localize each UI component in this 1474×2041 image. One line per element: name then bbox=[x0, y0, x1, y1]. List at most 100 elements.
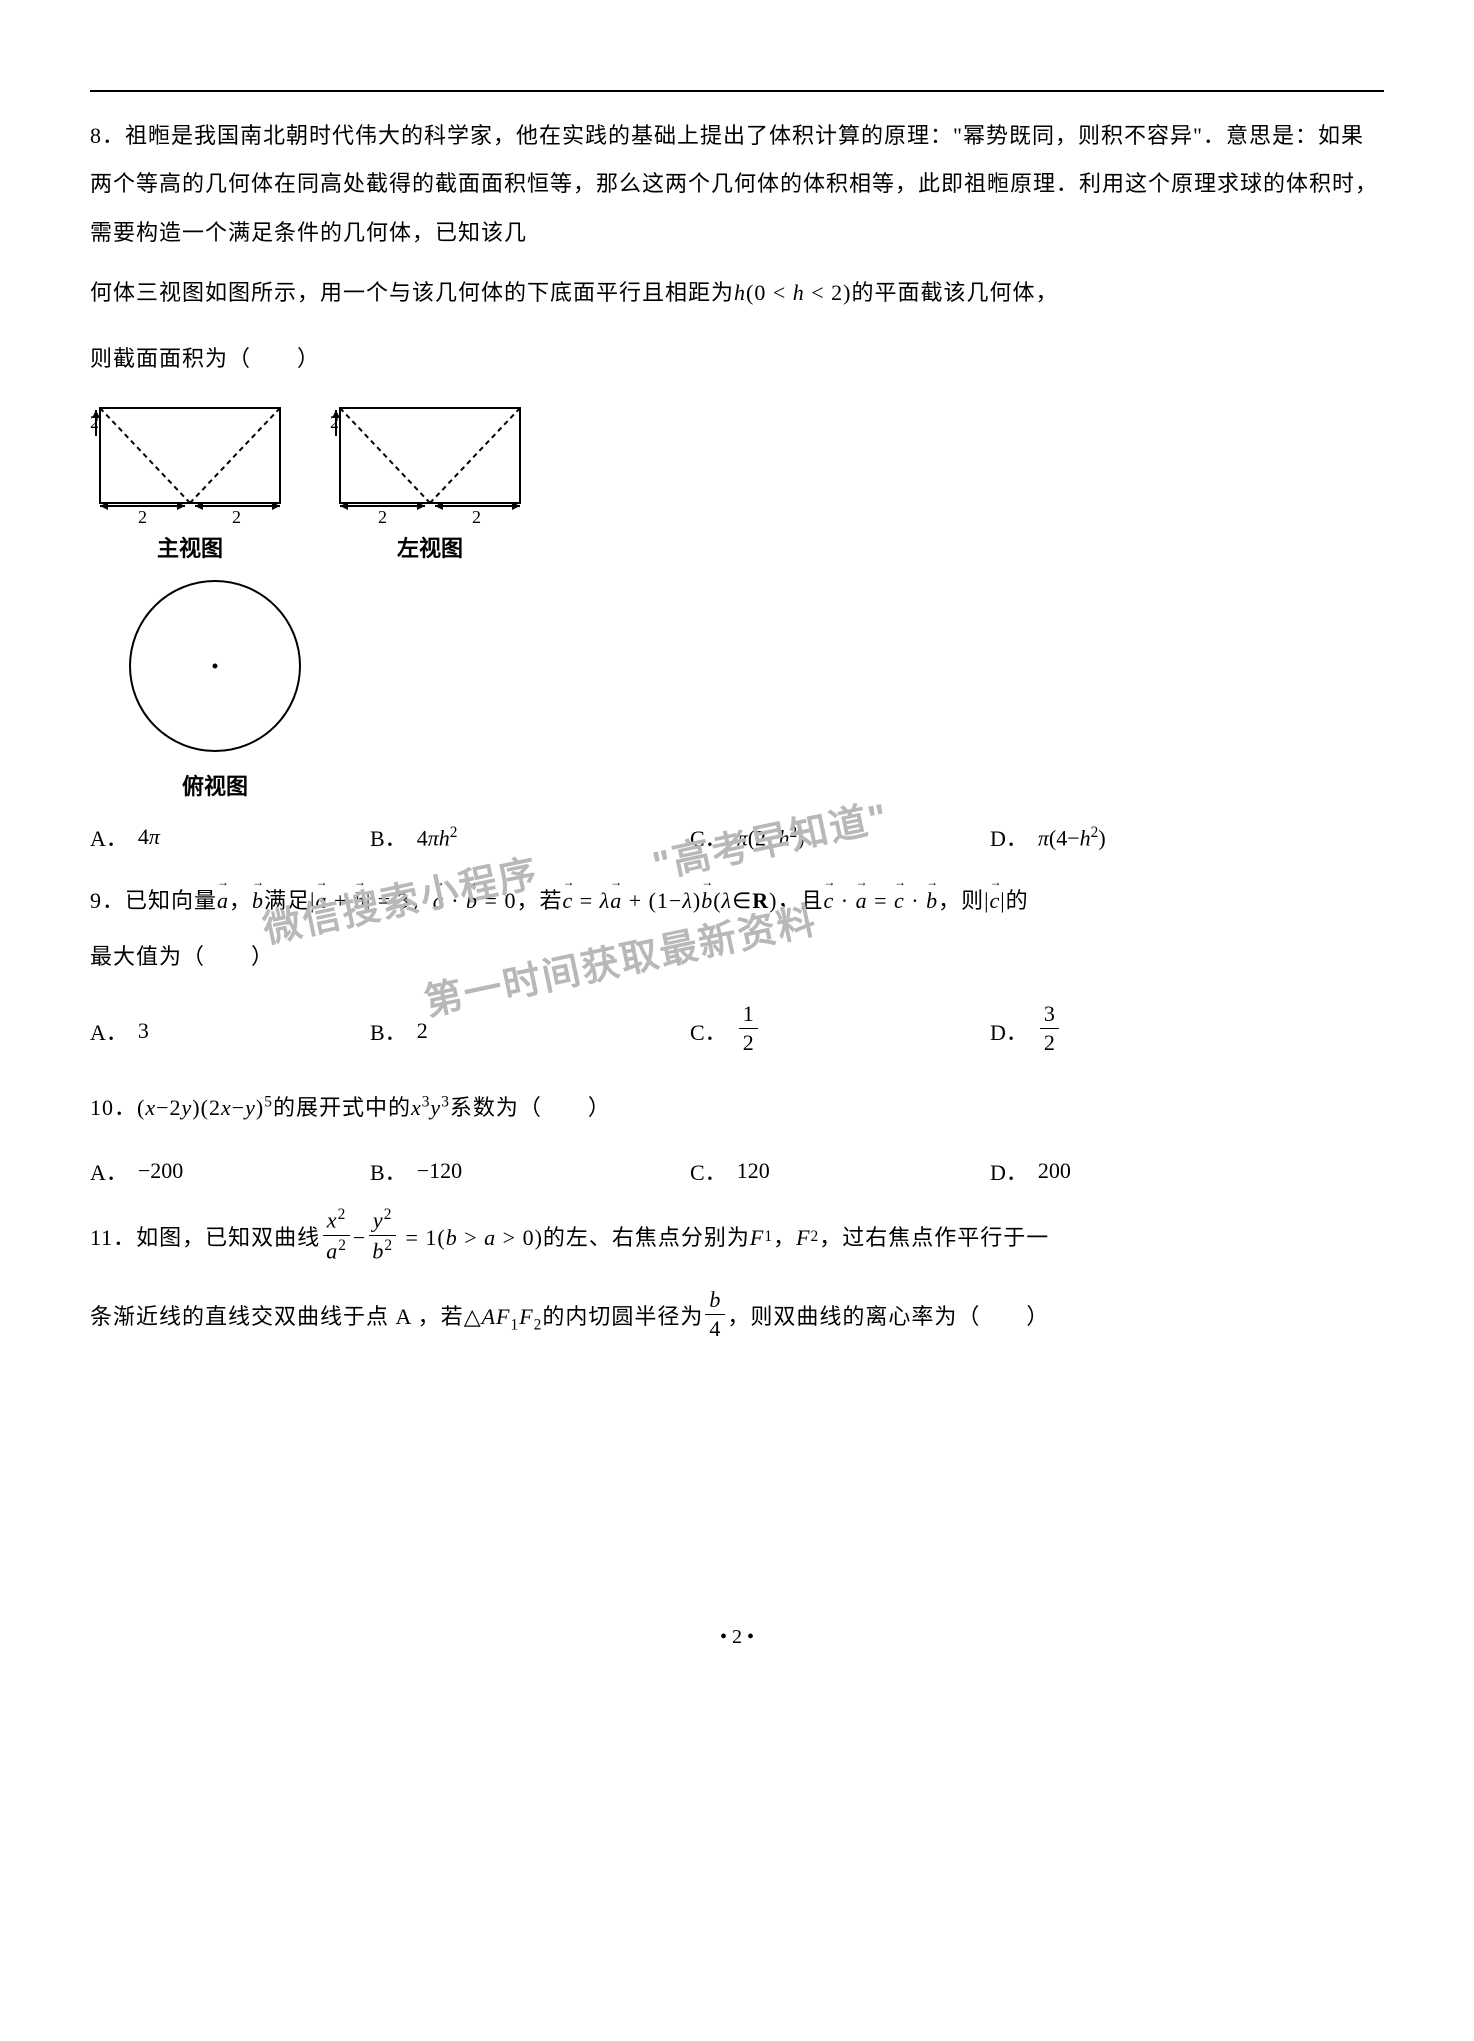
q11-frac3: b 4 bbox=[705, 1286, 725, 1344]
q8-h-paren: (0 < h < 2) bbox=[746, 280, 851, 305]
svg-text:2: 2 bbox=[472, 507, 481, 527]
page-content: 8．祖暅是我国南北朝时代伟大的科学家，他在实践的基础上提出了体积计算的原理："幂… bbox=[90, 90, 1384, 1649]
q8-options: A． 4π B． 4πh2 C． π(2−h2) D． π(4−h2) bbox=[90, 821, 1384, 853]
q11-f2-den: b2 bbox=[368, 1236, 397, 1266]
q8-opt-c-label: C． bbox=[690, 821, 727, 853]
q11-mid1: 的左、右焦点分别为 bbox=[543, 1210, 750, 1265]
q10-opt-d-label: D． bbox=[990, 1155, 1028, 1187]
q11-minus: − bbox=[353, 1210, 366, 1265]
q9-d-num: 3 bbox=[1040, 1000, 1059, 1030]
q10-opt-b-label: B． bbox=[370, 1155, 407, 1187]
q10-option-d: D． 200 bbox=[990, 1155, 1384, 1187]
q9-option-c: C． 1 2 bbox=[690, 1002, 990, 1060]
q9-dot-zero: →a · →b = 0 bbox=[433, 873, 517, 928]
q9-option-d: D． 3 2 bbox=[990, 1002, 1384, 1060]
q11-f1-den: a2 bbox=[322, 1236, 351, 1266]
q11-f3-num: b bbox=[705, 1286, 725, 1316]
q9-mid2: 满足 bbox=[264, 873, 310, 928]
front-view-label: 主视图 bbox=[157, 531, 223, 563]
q11-f1-num: x2 bbox=[323, 1205, 350, 1236]
q8-opt-d-label: D． bbox=[990, 821, 1028, 853]
q9-mid4: ，若 bbox=[516, 873, 562, 928]
q9-pre: 9．已知向量 bbox=[90, 873, 217, 928]
left-view-label: 左视图 bbox=[397, 531, 463, 563]
q8-text-2: 何体三视图如图所示，用一个与该几何体的下底面平行且相距为h(0 < h < 2)… bbox=[90, 267, 1384, 320]
svg-text:2: 2 bbox=[232, 507, 241, 527]
q10-opt-d-val: 200 bbox=[1038, 1158, 1071, 1184]
q11-l2-pre: 条渐近线的直线交双曲线于点 A ，若 bbox=[90, 1289, 464, 1344]
q9-mid7: 的 bbox=[1006, 873, 1029, 928]
q11-f2-sym: F bbox=[796, 1210, 810, 1265]
q11-mid2: ， bbox=[773, 1210, 796, 1265]
q11-pre: 11．如图，已知双曲线 bbox=[90, 1210, 320, 1265]
q11-line1: 11．如图，已知双曲线 x2 a2 − y2 b2 = 1(b > a > 0)… bbox=[90, 1207, 1384, 1268]
q8-opt-c-val: π(2−h2) bbox=[737, 824, 805, 851]
q8-opt-a-label: A． bbox=[90, 821, 128, 853]
q9-end: 最大值为（ ） bbox=[90, 933, 1384, 981]
top-view-svg bbox=[120, 571, 310, 761]
q10-opt-a-val: −200 bbox=[138, 1158, 183, 1184]
q8-option-d: D． π(4−h2) bbox=[990, 821, 1384, 853]
q8-text-2-post: 的平面截该几何体， bbox=[851, 280, 1058, 305]
q8-option-c: C． π(2−h2) bbox=[690, 821, 990, 853]
q8-text-2-pre: 何体三视图如图所示，用一个与该几何体的下底面平行且相距为 bbox=[90, 280, 734, 305]
q10-option-a: A． −200 bbox=[90, 1155, 370, 1187]
q9-d-den: 2 bbox=[1040, 1029, 1059, 1058]
q8-text-1: 8．祖暅是我国南北朝时代伟大的科学家，他在实践的基础上提出了体积计算的原理："幂… bbox=[90, 112, 1384, 257]
q11-mid3: ，过右焦点作平行于一 bbox=[819, 1210, 1049, 1265]
q11-line2: 条渐近线的直线交双曲线于点 A ，若 △AF1F2 的内切圆半径为 b 4 ，则… bbox=[90, 1288, 1384, 1346]
q11-f3-den: 4 bbox=[705, 1315, 725, 1344]
q10-mid: 的展开式中的 bbox=[273, 1080, 411, 1135]
q10-opt-a-label: A． bbox=[90, 1155, 128, 1187]
q11-f2-num: y2 bbox=[369, 1205, 396, 1236]
left-view-svg: 2 2 2 bbox=[330, 398, 530, 528]
q8-top-view: 俯视图 bbox=[120, 571, 1384, 801]
q8-opt-b-val: 4πh2 bbox=[417, 824, 458, 851]
q9-vec-a: →a bbox=[217, 873, 229, 928]
q10-opt-c-val: 120 bbox=[737, 1158, 770, 1184]
q9-comma-1: ， bbox=[229, 873, 252, 928]
q9-opt-a-val: 3 bbox=[138, 1018, 149, 1044]
q8-option-b: B． 4πh2 bbox=[370, 821, 690, 853]
q9-option-b: B． 2 bbox=[370, 1015, 690, 1047]
q8-text-3: 则截面面积为（ ） bbox=[90, 335, 1384, 383]
q9-c-den: 2 bbox=[739, 1029, 758, 1058]
q10-term: x3y3 bbox=[411, 1080, 450, 1135]
q9-opt-c-frac: 1 2 bbox=[739, 1000, 758, 1058]
q10-text: 10． (x−2y)(2x−y)5 的展开式中的 x3y3 系数为（ ） bbox=[90, 1080, 1384, 1135]
q9-c-expr: →c = λ→a + (1−λ)→b(λ∈R) bbox=[562, 873, 777, 928]
q11-f1-sym: F bbox=[750, 1210, 764, 1265]
q8-option-a: A． 4π bbox=[90, 821, 370, 853]
q11-frac1: x2 a2 bbox=[322, 1205, 351, 1266]
q8-opt-d-val: π(4−h2) bbox=[1038, 824, 1106, 851]
q11-triangle: △AF1F2 bbox=[464, 1289, 543, 1345]
q10-expr: (x−2y)(2x−y)5 bbox=[137, 1080, 273, 1135]
q11-l2-mid: 的内切圆半径为 bbox=[542, 1289, 703, 1344]
q11-frac2: y2 b2 bbox=[368, 1205, 397, 1266]
q10-pre: 10． bbox=[90, 1080, 137, 1135]
q10-end: 系数为（ ） bbox=[450, 1080, 611, 1135]
page-number: • 2 • bbox=[90, 1626, 1384, 1649]
q9-opt-c-label: C． bbox=[690, 1015, 727, 1047]
q9-opt-d-frac: 3 2 bbox=[1040, 1000, 1059, 1058]
q10-option-c: C． 120 bbox=[690, 1155, 990, 1187]
q10-opt-c-label: C． bbox=[690, 1155, 727, 1187]
q8-opt-a-val: 4π bbox=[138, 824, 160, 850]
q10-options: A． −200 B． −120 C． 120 D． 200 bbox=[90, 1155, 1384, 1187]
q9-c-num: 1 bbox=[739, 1000, 758, 1030]
q9-comma-2: ， bbox=[410, 873, 433, 928]
q9-vec-b: →b bbox=[252, 873, 264, 928]
svg-text:2: 2 bbox=[138, 507, 147, 527]
q8-front-view: 2 2 2 主视图 bbox=[90, 398, 290, 563]
q8-h-expr: h bbox=[734, 280, 746, 305]
q9-opt-b-val: 2 bbox=[417, 1018, 428, 1044]
q9-options: A． 3 B． 2 C． 1 2 D． 3 2 bbox=[90, 1002, 1384, 1060]
front-view-svg: 2 2 2 bbox=[90, 398, 290, 528]
q9-mid6: ，则 bbox=[938, 873, 984, 928]
q9-abs-c: |→c| bbox=[984, 873, 1006, 928]
q11-f2-sub: 2 bbox=[811, 1218, 820, 1257]
q9-option-a: A． 3 bbox=[90, 1015, 370, 1047]
q9-opt-a-label: A． bbox=[90, 1015, 128, 1047]
q8-views: 2 2 2 主视图 2 bbox=[90, 398, 1384, 563]
svg-text:2: 2 bbox=[378, 507, 387, 527]
